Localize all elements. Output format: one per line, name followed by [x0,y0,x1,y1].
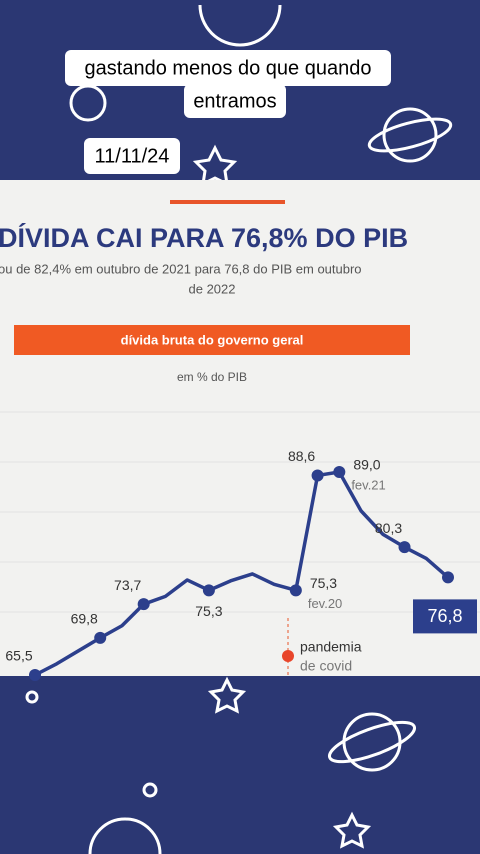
unit-label: em % do PIB [177,370,247,384]
value-label-box [413,599,477,634]
point [442,571,454,584]
background-lines [0,411,480,613]
value-label: 76,8 [427,606,462,626]
annotation: pandemia [300,639,362,655]
point [333,466,346,478]
caption-box [184,84,286,118]
x-tick-label: fev.21 [351,477,385,492]
caption: entramos [193,90,276,112]
banner-text: dívida bruta do governo geral [121,332,304,347]
date-box [84,138,180,174]
x-tick-label: fev.20 [308,596,342,611]
chart-subtitle: de 2022 [189,281,236,296]
point [94,631,107,644]
value-label: 73,7 [114,577,141,593]
chart-title: DÍVIDA CAI PARA 76,8% DO PIB [0,222,408,253]
point [311,469,324,482]
point [289,584,302,597]
annotation: de covid [300,658,352,674]
value-label: 69,8 [71,611,98,627]
date: 11/11/24 [95,145,170,167]
point [29,669,41,681]
chart-subtitle: ou de 82,4% em outubro de 2021 para 76,8… [0,261,362,276]
caption-box [65,50,391,86]
banner [14,325,410,355]
value-label: 88,6 [288,448,315,464]
point [202,584,215,597]
point [137,598,150,611]
point [398,541,411,554]
caption: gastando menos do que quando [85,57,372,79]
accent-line [170,200,285,204]
value-label: 65,5 [5,648,32,664]
chart-image [0,180,480,676]
annotation-marker [282,650,294,662]
value-label: 80,3 [375,520,402,536]
decorations [25,4,453,854]
value-label: 75,3 [195,603,222,619]
value-label: 75,3 [310,575,337,591]
value-label: 89,0 [353,457,380,473]
